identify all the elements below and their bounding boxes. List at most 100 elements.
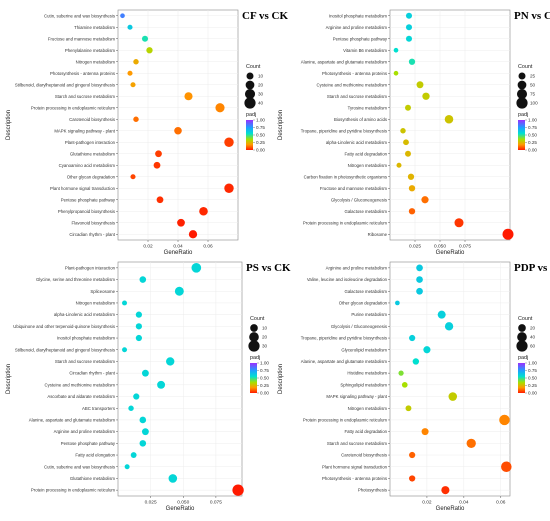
cf-category-label: Phenylpropanoid biosynthesis (58, 209, 115, 214)
pdp-x-tick-label: 0.02 (422, 500, 432, 506)
pn-data-point (405, 150, 411, 157)
cf-count-legend-label: 10 (258, 74, 264, 79)
pdp-data-point (501, 461, 512, 473)
ps-category-label: Cutin, suberine and wax biosynthesis (44, 464, 115, 469)
pn-data-point (408, 185, 416, 192)
pn-category-label: Ribosome (368, 232, 388, 237)
cf-data-point (174, 126, 182, 135)
ps-category-label: Cysteine and methionine metabolism (45, 382, 116, 387)
pdp-data-point (401, 382, 408, 388)
cf-data-point (127, 70, 133, 76)
ps-data-point (135, 334, 142, 342)
pdp-category-label: Glycolysis / Gluconeogenesis (331, 324, 387, 329)
pn-count-legend-label: 75 (530, 92, 536, 97)
ps-data-point (174, 286, 184, 296)
ps-count-legend-label: 10 (262, 326, 268, 331)
ps-data-point (168, 474, 178, 483)
pn-panel: 0.025 0.050 0.075 Inositol phosphate metabo… (278, 9, 550, 256)
ps-count-legend-label: 30 (262, 344, 268, 349)
ps-category-label: alpha-Linolenic acid metabolism (54, 312, 116, 317)
pn-padj-tick-label: 0.25 (528, 140, 537, 145)
pn-x-tick-label: 0.025 (409, 244, 421, 250)
pdp-category-label: Fatty acid degradation (344, 429, 387, 434)
pdp-count-legend-label: 40 (530, 335, 536, 340)
ps-data-point (191, 263, 202, 273)
cf-category-label: Carotenoid biosynthesis (69, 117, 115, 122)
cf-category-label: Flavonoid biosynthesis (72, 220, 115, 225)
cf-category-label: Starch and sucrose metabolism (55, 94, 116, 99)
ps-category-label: Arginine and proline metabolism (54, 429, 116, 434)
ps-category-label: Fatty acid elongation (75, 453, 115, 458)
ps-data-point (122, 347, 128, 353)
pdp-category-label: Alanine, aspartate and glutamate metabol… (301, 359, 388, 364)
ps-category-label: Nitrogen metabolism (76, 300, 116, 305)
cf-count-legend-title: Count (246, 64, 261, 70)
pn-data-point (421, 196, 429, 204)
cf-padj-tick-label: 1.00 (256, 118, 265, 123)
pdp-category-label: Glycerolipid metabolism (341, 347, 387, 352)
pdp-category-label: Arginine and proline metabolism (326, 265, 388, 270)
pn-count-legend-label: 100 (530, 101, 538, 106)
ps-x-tick-label: 0.050 (177, 500, 189, 506)
cf-category-label: Photosynthesis - antenna proteins (50, 71, 115, 76)
cf-padj-tick-label: 0.75 (256, 125, 265, 130)
pn-category-label: Fructose and mannose metabolism (320, 186, 388, 191)
pn-category-label: Arginine and proline metabolism (326, 25, 388, 30)
ps-y-axis-title: Description (6, 364, 12, 394)
cf-data-point (224, 183, 234, 193)
pdp-data-point (395, 300, 400, 306)
pdp-data-point (416, 276, 423, 283)
pn-category-label: Cysteine and methionine metabolism (317, 82, 388, 87)
ps-category-label: Ubiquinone and other terpenoid-quinone b… (13, 324, 115, 329)
cf-x-tick-label: 0.06 (203, 244, 213, 250)
ps-plot-area (117, 261, 243, 497)
cf-data-point (199, 206, 208, 216)
cf-data-point (177, 218, 185, 227)
pn-category-label: Pentose phosphate pathway (333, 36, 388, 41)
pdp-x-tick-label: 0.06 (496, 500, 506, 506)
cf-padj-tick-label: 0.00 (256, 148, 265, 153)
pdp-padj-tick-label: 1.00 (528, 361, 537, 366)
pn-category-label: Alanine, aspartate and glutamate metabol… (301, 59, 388, 64)
cf-x-tick-label: 0.02 (143, 244, 153, 250)
cf-category-label: Protein processing in endoplasmic reticu… (31, 105, 115, 110)
pn-category-label: Carbon fixation in photosynthetic organi… (304, 174, 387, 179)
pdp-x-tick-label: 0.04 (459, 500, 469, 506)
pdp-category-label: MAPK signaling pathway - plant (326, 394, 387, 399)
pn-count-legend-dot (518, 72, 526, 80)
cf-category-label: Phenylalanine metabolism (65, 48, 116, 53)
ps-category-label: Ascorbate and aldarate metabolism (47, 394, 115, 399)
pn-count-legend-label: 50 (530, 83, 536, 88)
cf-count-legend-dot (245, 80, 255, 90)
cf-category-label: Glutathione metabolism (70, 151, 116, 156)
pdp-category-label: Tropane, piperidine and pyridine biosynt… (301, 336, 387, 341)
cf-data-point (156, 196, 164, 204)
pn-data-point (454, 218, 464, 228)
pdp-data-point (405, 405, 412, 412)
pdp-panel: 0.02 0.04 0.06 Arginine and proline metabol… (278, 261, 550, 512)
ps-count-legend-label: 20 (262, 335, 268, 340)
ps-data-point (130, 452, 137, 458)
pn-padj-color-bar (518, 120, 525, 150)
pn-category-label: alpha-Linolenic acid metabolism (326, 140, 388, 145)
cf-count-legend-dot (244, 88, 256, 100)
ps-data-point (122, 300, 128, 306)
pn-category-label: Tyrosine metabolism (348, 105, 388, 110)
cf-x-tick-label: 0.04 (173, 244, 183, 250)
pdp-padj-tick-label: 0.50 (528, 376, 537, 381)
ps-data-point (135, 323, 142, 330)
ps-padj-color-bar (250, 363, 257, 393)
pdp-count-legend-label: 20 (530, 326, 536, 331)
pdp-data-point (499, 414, 510, 426)
cf-count-legend-dot (244, 97, 256, 109)
pn-plot-area (389, 9, 511, 241)
pn-panel-title: PN vs CK (514, 10, 550, 22)
pn-data-point (400, 128, 406, 134)
pdp-count-legend-dot (518, 324, 526, 332)
pdp-category-label: Other glycan degradation (339, 300, 388, 305)
pn-data-point (396, 162, 402, 168)
pn-category-label: Nitrogen metabolism (348, 163, 388, 168)
pdp-category-label: Protein processing in endoplasmic reticu… (303, 417, 387, 422)
pdp-category-label: Plant hormone signal transduction (322, 464, 388, 469)
